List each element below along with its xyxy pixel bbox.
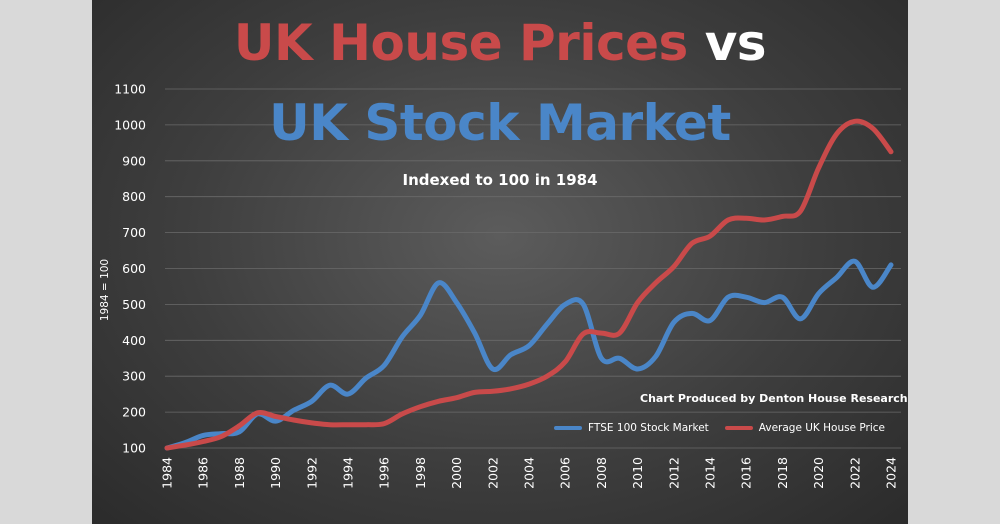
x-tick-label: 2020 [811,457,826,489]
x-tick-label: 2016 [739,457,754,489]
legend-item-house: Average UK House Price [724,422,886,434]
x-tick-label: 1986 [196,457,211,489]
series-lines [164,118,894,451]
x-tick-label: 2000 [449,457,464,489]
y-tick-label: 600 [122,261,146,276]
chart-subtitle: Indexed to 100 in 1984 [402,171,598,189]
y-tick-label: 200 [122,405,146,420]
y-tick-label: 300 [122,369,146,384]
y-tick-label: 1100 [114,82,146,97]
y-tick-label: 400 [122,333,146,348]
y-tick-label: 100 [122,441,146,456]
y-tick-label: 700 [122,225,146,240]
x-tick-label: 1994 [341,457,356,489]
y-tick-label: 900 [122,153,146,168]
legend-item-ftse: FTSE 100 Stock Market [554,422,709,434]
legend: FTSE 100 Stock Market Average UK House P… [554,422,885,434]
x-tick-label: 2022 [847,457,862,489]
legend-swatch-ftse [554,426,582,430]
series-line-house-price [164,118,894,451]
title-house-prices: UK House Prices [233,14,688,72]
gridlines [165,88,901,449]
x-tick-label: 2002 [485,457,500,489]
x-tick-label: 2012 [666,457,681,489]
x-tick-label: 2018 [775,457,790,489]
x-tick-label: 2014 [703,457,718,489]
chart-title-line-2: UK Stock Market [269,94,731,152]
x-tick-label: 1992 [304,457,319,489]
legend-label-house: Average UK House Price [758,422,886,434]
x-axis-ticks: 1984 1986 1988 1990 1992 1994 1996 1998 2000 2002… [160,457,899,489]
x-tick-label: 2006 [558,457,573,489]
y-axis-ticks: 100 200 300 400 500 600 700 800 900 1000 1100 [114,82,146,456]
x-tick-label: 2008 [594,457,609,489]
y-tick-label: 1000 [114,117,146,132]
y-tick-label: 800 [122,189,146,204]
chart-panel [92,0,908,524]
x-tick-label: 2004 [522,457,537,489]
chart-title-line-1: UK House Prices vs [92,14,908,72]
x-tick-label: 1990 [268,457,283,489]
y-tick-label: 500 [122,297,146,312]
chart-credit: Chart Produced by Denton House Research [640,392,908,405]
y-axis-label: 1984 = 100 [99,259,111,321]
x-tick-label: 2010 [630,457,645,489]
series-line-ftse [164,258,894,451]
legend-label-ftse: FTSE 100 Stock Market [588,422,709,434]
x-tick-label: 2024 [884,457,899,489]
title-vs: vs [704,14,767,72]
x-tick-label: 1988 [232,457,247,489]
x-tick-label: 1998 [413,457,428,489]
legend-swatch-house [724,426,753,430]
x-tick-label: 1996 [377,457,392,489]
x-tick-label: 1984 [160,457,175,489]
